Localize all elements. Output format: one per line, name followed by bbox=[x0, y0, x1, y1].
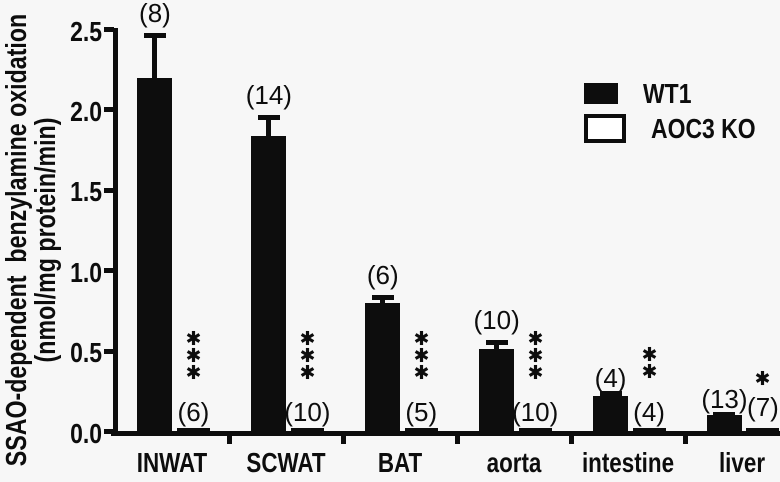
asterisk-icon bbox=[528, 364, 542, 380]
x-axis-line bbox=[111, 431, 780, 436]
asterisk-icon bbox=[186, 347, 201, 363]
y-axis-tick bbox=[104, 429, 114, 434]
n-label-wt1-aorta: (10) bbox=[473, 304, 520, 335]
y-axis-title: SSAO-dependent benzylamine oxidation (nm… bbox=[1, 0, 62, 480]
legend-item-aoc3-ko: AOC3 KO bbox=[584, 113, 779, 144]
x-axis-tick bbox=[454, 431, 460, 444]
y-axis-tick bbox=[104, 187, 114, 193]
n-label-wt1-bat: (6) bbox=[366, 259, 399, 290]
bar-ko-inwat bbox=[176, 427, 210, 432]
x-category-label-aorta: aorta bbox=[486, 447, 542, 478]
x-category-label-scwat: SCWAT bbox=[246, 447, 326, 478]
n-label-wt1-intestine: (4) bbox=[594, 363, 627, 394]
error-bar-stem bbox=[266, 114, 272, 139]
y-tick-label: 0.5 bbox=[70, 337, 102, 369]
asterisk-icon bbox=[756, 370, 770, 386]
significance-stars-aorta bbox=[527, 330, 543, 380]
n-label-ko-aorta: (10) bbox=[512, 397, 559, 427]
asterisk-icon bbox=[300, 330, 315, 346]
bar-wt1-scwat bbox=[251, 135, 287, 435]
x-category-label-liver: liver bbox=[718, 447, 765, 478]
error-bar-stem bbox=[152, 32, 158, 81]
asterisk-icon bbox=[300, 347, 315, 363]
x-axis-tick bbox=[340, 431, 346, 444]
x-category-label-intestine: intestine bbox=[581, 447, 675, 478]
y-axis-tick bbox=[104, 348, 114, 354]
significance-stars-liver bbox=[755, 370, 771, 386]
x-axis-tick bbox=[226, 431, 232, 444]
y-axis-tick bbox=[104, 107, 114, 113]
n-label-ko-liver: (7) bbox=[747, 392, 779, 422]
x-category-label-inwat: INWAT bbox=[137, 447, 208, 478]
asterisk-icon bbox=[414, 364, 428, 380]
significance-stars-scwat bbox=[299, 330, 315, 380]
y-axis-line bbox=[113, 28, 118, 436]
asterisk-icon bbox=[528, 347, 542, 363]
asterisk-icon bbox=[528, 330, 542, 346]
significance-stars-bat bbox=[413, 330, 429, 380]
y-tick-label: 2.0 bbox=[70, 95, 102, 127]
y-tick-label: 1.0 bbox=[70, 256, 102, 288]
legend-label-aoc3-ko: AOC3 KO bbox=[651, 112, 756, 144]
bar-ko-scwat bbox=[290, 427, 324, 432]
legend-swatch-wt1 bbox=[584, 83, 618, 104]
error-bar-cap bbox=[143, 32, 166, 38]
n-label-ko-scwat: (10) bbox=[284, 397, 331, 427]
bar-ko-liver bbox=[746, 427, 780, 432]
legend: WT1 AOC3 KO bbox=[584, 78, 779, 144]
asterisk-icon bbox=[414, 347, 428, 363]
asterisk-icon bbox=[414, 330, 428, 346]
bar-ko-aorta bbox=[518, 427, 552, 432]
y-tick-label: 0.0 bbox=[70, 417, 102, 449]
bar-ko-intestine bbox=[632, 427, 666, 432]
asterisk-icon bbox=[642, 363, 656, 379]
error-bar-cap bbox=[371, 294, 394, 300]
y-tick-label: 1.5 bbox=[70, 176, 102, 208]
error-bar-stem bbox=[494, 339, 500, 353]
error-bar-cap bbox=[713, 412, 736, 418]
bar-wt1-bat bbox=[365, 302, 401, 435]
bar-wt1-inwat bbox=[137, 77, 173, 435]
n-label-wt1-liver: (13) bbox=[701, 384, 748, 415]
n-label-ko-inwat: (6) bbox=[177, 397, 210, 427]
asterisk-icon bbox=[300, 364, 315, 380]
bar-wt1-aorta bbox=[479, 349, 515, 435]
bar-wt1-intestine bbox=[593, 396, 629, 435]
y-axis-tick bbox=[104, 27, 114, 32]
y-axis-title-line1: SSAO-dependent benzylamine oxidation bbox=[1, 13, 33, 467]
error-bar-cap bbox=[599, 391, 622, 397]
x-axis-tick bbox=[682, 431, 688, 444]
n-label-wt1-inwat: (8) bbox=[139, 0, 171, 28]
y-axis-tick bbox=[104, 268, 114, 274]
error-bar-cap bbox=[257, 114, 280, 120]
n-label-wt1-scwat: (14) bbox=[245, 79, 292, 110]
legend-swatch-aoc3-ko bbox=[584, 114, 626, 143]
error-bar-cap bbox=[485, 339, 508, 345]
y-axis-title-line2: (nmol/mg protein/min) bbox=[30, 117, 62, 363]
bar-ko-bat bbox=[404, 427, 438, 432]
n-label-ko-intestine: (4) bbox=[633, 397, 665, 427]
legend-item-wt1: WT1 bbox=[584, 78, 779, 109]
legend-label-wt1: WT1 bbox=[643, 77, 692, 109]
asterisk-icon bbox=[186, 364, 201, 380]
asterisk-icon bbox=[186, 330, 201, 346]
y-tick-label: 2.5 bbox=[70, 15, 102, 47]
error-bar-stem bbox=[380, 294, 386, 306]
x-category-label-bat: BAT bbox=[378, 447, 423, 478]
n-label-ko-bat: (5) bbox=[405, 397, 438, 427]
x-axis-tick bbox=[568, 431, 574, 444]
asterisk-icon bbox=[642, 346, 656, 362]
significance-stars-intestine bbox=[641, 346, 657, 379]
bar-wt1-liver bbox=[706, 415, 742, 435]
significance-stars-inwat bbox=[185, 330, 201, 380]
